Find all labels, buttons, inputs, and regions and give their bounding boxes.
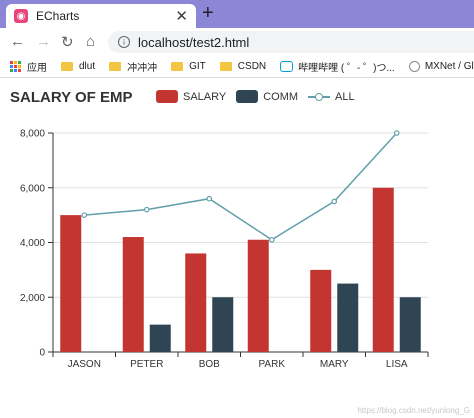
bookmark-label: GIT [189,61,206,72]
bookmark-label: CSDN [237,61,267,72]
watermark: https://blog.csdn.net/yunlong_G [357,406,470,415]
bookmark-chongchongchong[interactable]: 冲冲冲 [109,59,157,74]
tab-echarts[interactable]: ◉ ECharts ✕ [6,4,196,28]
bookmark-label: dlut [79,61,96,72]
bookmark-apps[interactable]: 应用 [10,59,47,74]
close-icon[interactable]: ✕ [175,8,188,25]
y-tick-label: 6,000 [20,183,45,194]
legend-swatch-salary [156,90,178,103]
bookmark-label: 冲冲冲 [127,63,158,74]
folder-icon [61,62,73,71]
bar-comm [337,283,359,352]
legend-swatch-comm [236,90,259,103]
folder-icon [219,62,232,71]
point-all [331,198,338,205]
bar-salary [310,269,332,352]
y-tick-label: 0 [39,348,45,359]
x-tick-label: LISA [386,359,408,370]
x-tick-label: PETER [130,359,163,370]
bar-comm [149,324,171,352]
bookmarks-bar: 应用 dlut 冲冲冲 GIT CSDN 哔哩哔哩 ( ゜- ゜)つ... MX… [0,56,474,78]
bookmark-label: MXNet / Gluc [424,61,474,72]
chart-legend: SALARY COMM ALL [156,90,365,103]
x-tick-label: PARK [259,359,286,370]
bookmark-label: 应用 [27,63,47,74]
folder-icon [109,62,122,71]
bookmark-dlut[interactable]: dlut [61,61,95,72]
forward-icon[interactable]: → [36,33,51,50]
info-icon[interactable]: i [118,36,130,48]
folder-icon [171,62,184,71]
home-icon[interactable]: ⌂ [86,33,96,50]
x-tick-label: JASON [68,359,101,370]
legend-label-all: ALL [335,90,355,103]
new-tab-button[interactable]: + [202,2,214,24]
tab-strip: ◉ ECharts ✕ + [0,0,474,28]
x-tick-label: BOB [199,359,220,370]
tab-title: ECharts [36,9,80,23]
x-tick-label: MARY [320,359,349,370]
bar-comm [399,297,421,352]
bar-salary [247,239,269,352]
bar-salary [122,237,144,352]
point-all [206,195,213,202]
point-all [143,206,150,213]
chart-area: SALARY OF EMP SALARY COMM ALL 0 2,000 4,00… [0,78,474,418]
chart-title: SALARY OF EMP [10,89,133,106]
legend-line-all [308,90,331,103]
url-text[interactable]: localhost/test2.html [138,34,250,50]
bar-salary [372,187,394,352]
point-all [81,212,88,218]
point-all [268,236,275,243]
bar-salary [60,215,82,352]
y-tick-label: 4,000 [20,238,45,249]
legend-label-salary: SALARY [183,90,227,103]
bookmark-csdn[interactable]: CSDN [219,61,267,72]
bilibili-icon [280,61,294,72]
bookmark-git[interactable]: GIT [171,61,206,72]
bar-salary [185,253,207,352]
line-all [84,132,398,241]
apps-icon [10,61,21,72]
reload-icon[interactable]: ↻ [61,34,74,51]
address-bar[interactable]: i localhost/test2.html [108,31,474,53]
mxnet-icon [408,61,420,72]
legend-label-comm: COMM [263,90,299,103]
point-all [393,130,400,136]
back-icon[interactable]: ← [10,33,25,50]
legend-item-all[interactable]: ALL [308,90,355,103]
y-tick-label: 8,000 [20,129,45,140]
y-tick-label: 2,000 [20,293,45,304]
bookmark-label: 哔哩哔哩 ( ゜- ゜)つ... [298,63,395,74]
bar-comm [212,297,234,352]
bookmark-bilibili[interactable]: 哔哩哔哩 ( ゜- ゜)つ... [280,59,395,74]
bookmark-mxnet[interactable]: MXNet / Gluc [408,61,474,72]
chart-plot: 0 2,000 4,000 6,000 8,000 JASON PETER BOB PARK MA… [20,129,429,370]
legend-item-comm[interactable]: COMM [236,90,298,103]
echarts-icon: ◉ [14,9,28,23]
browser-toolbar: ← → ↻ ⌂ i localhost/test2.html [0,28,474,56]
legend-item-salary[interactable]: SALARY [156,90,226,103]
